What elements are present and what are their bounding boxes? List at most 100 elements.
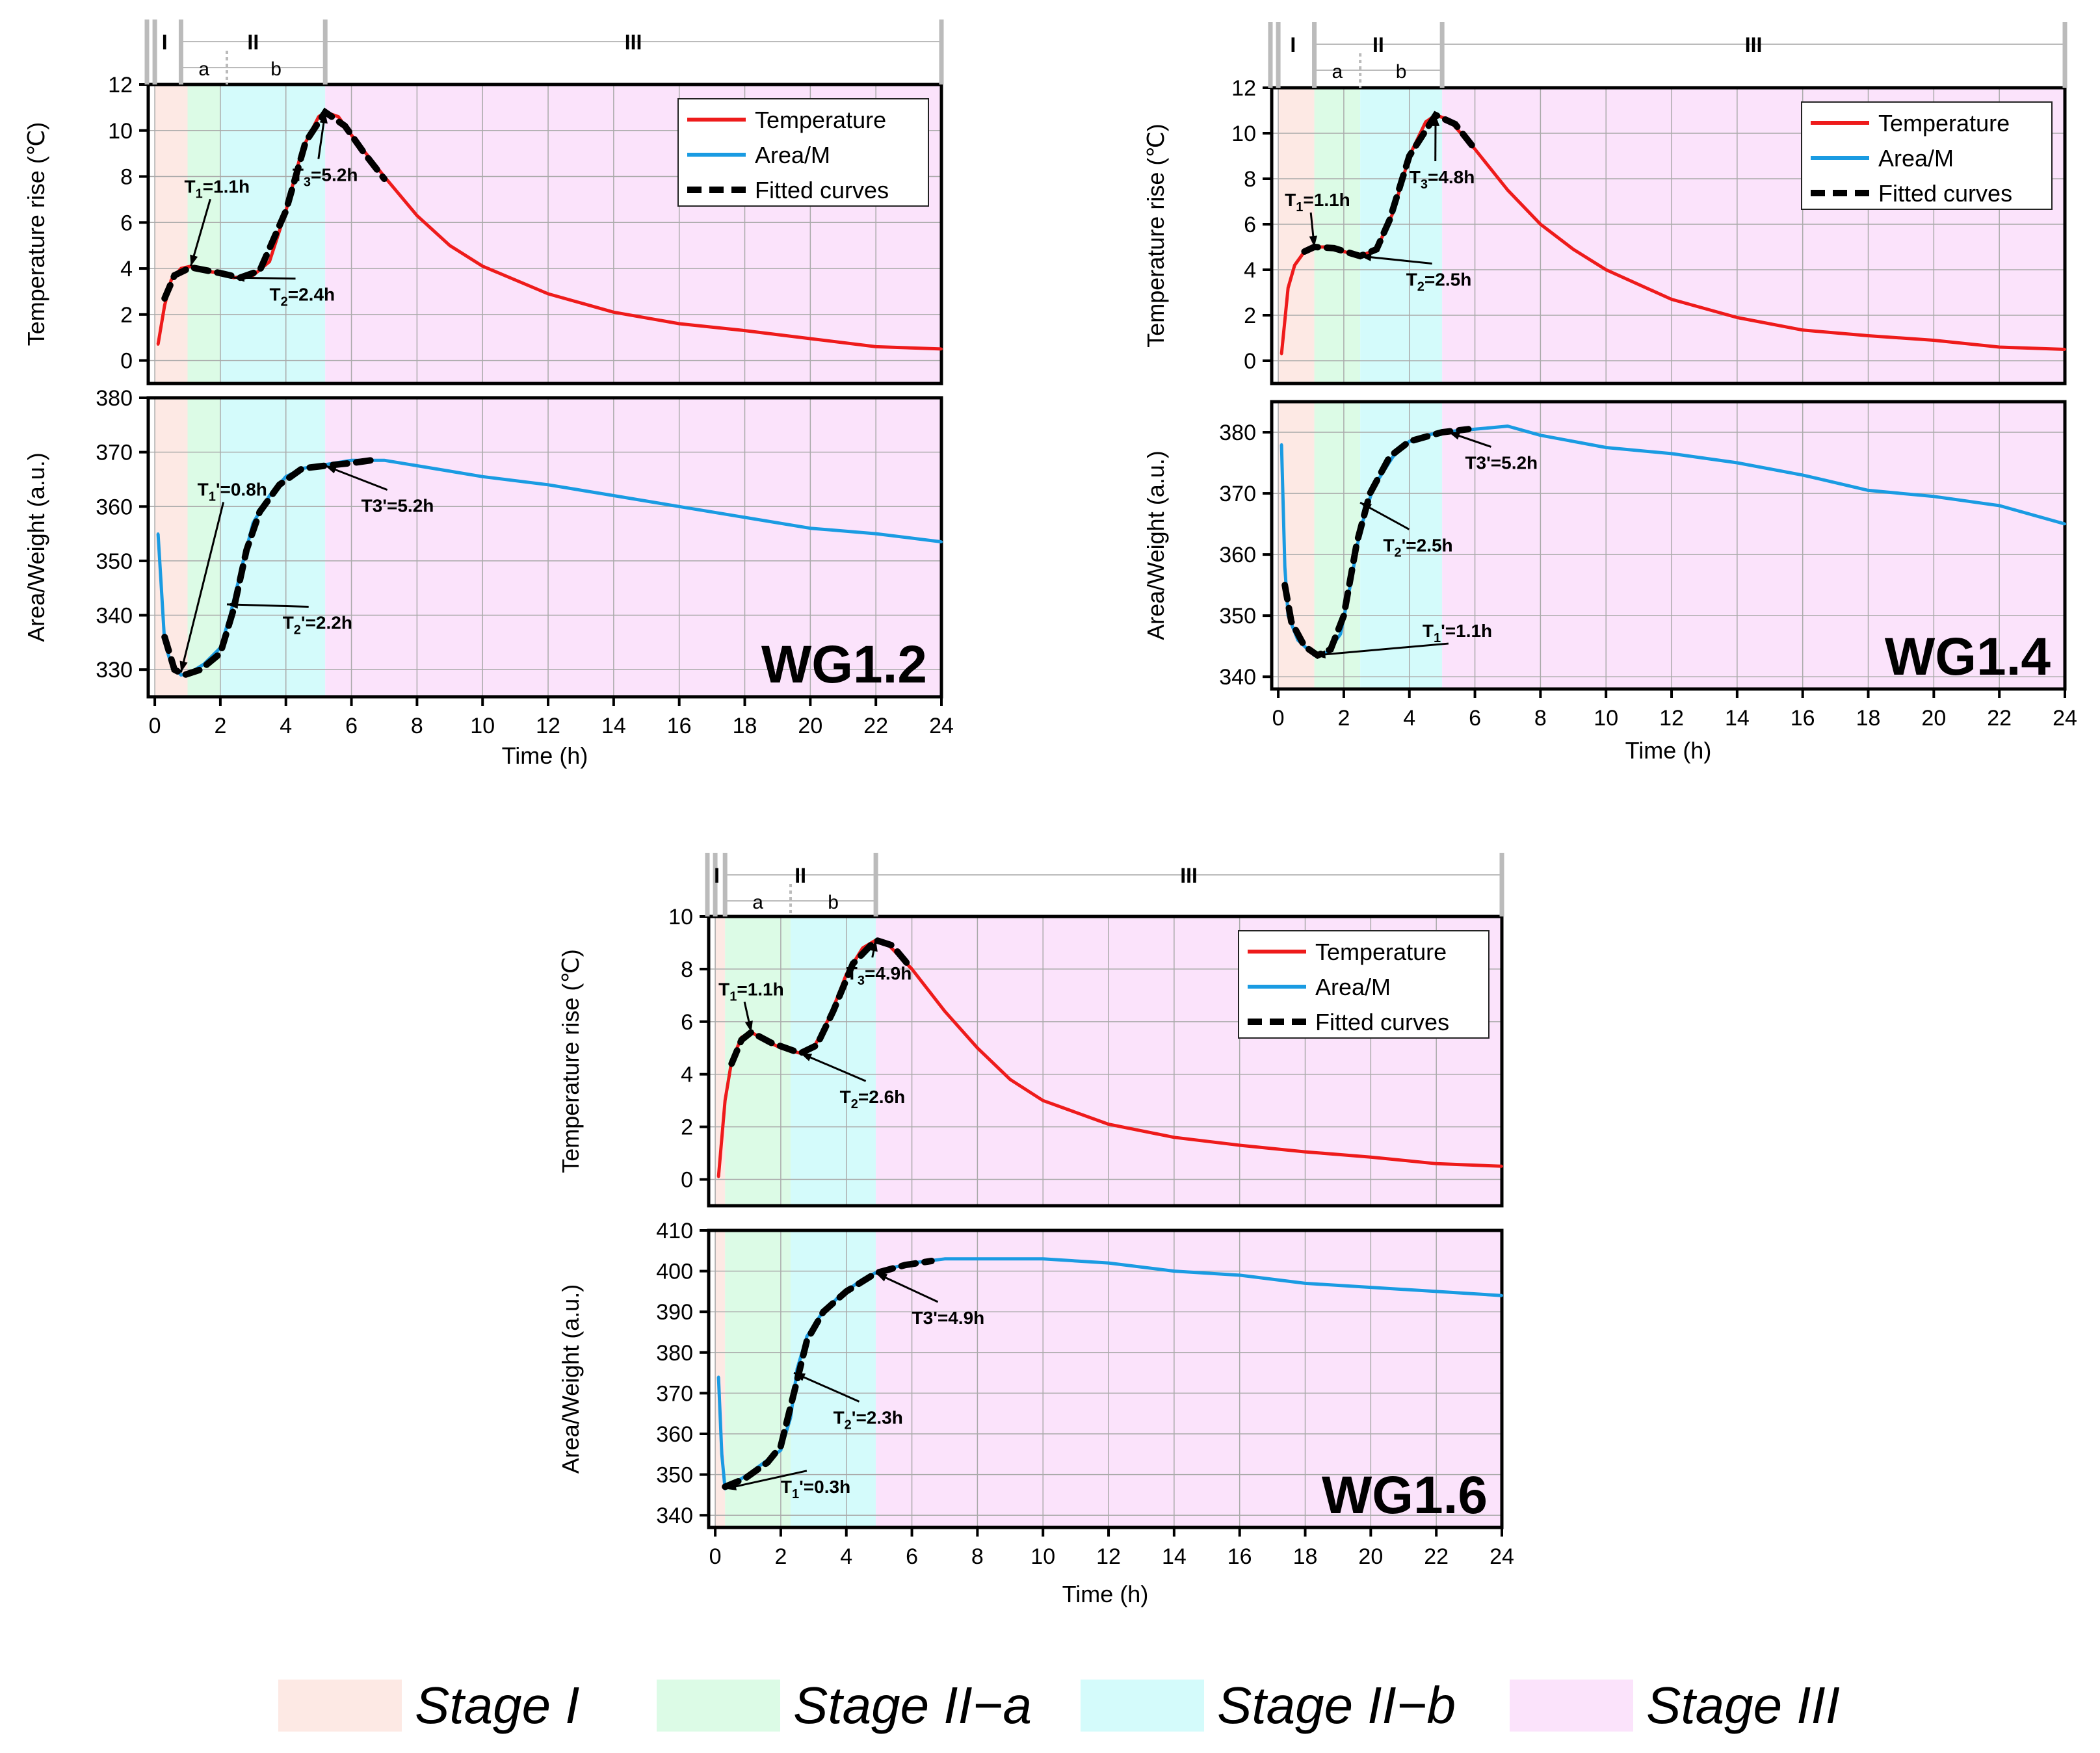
annotation-value: =1.1h [1303, 190, 1350, 210]
x-tick-label: 4 [280, 714, 292, 738]
y-tick-label: 370 [1219, 482, 1256, 506]
annotation-label: T3'=4.9h [912, 1308, 985, 1328]
annotation-symbol: T [1410, 167, 1421, 187]
area-data-point [612, 494, 615, 497]
area-fitted-curve [1281, 426, 1472, 660]
area-data-point [717, 1375, 720, 1379]
temperature-data-point [612, 311, 615, 314]
stage-iia-band [725, 1230, 791, 1527]
temperature-data-point [1107, 1123, 1110, 1126]
y-tick-label: 10 [108, 119, 133, 144]
area-data-point [1539, 434, 1542, 437]
annotation-label: T1=1.1h [184, 176, 250, 201]
temperature-data-point [1304, 1150, 1307, 1154]
area-data-point [179, 673, 183, 677]
temperature-data-point [809, 337, 812, 340]
y-tick-label: 380 [96, 386, 133, 411]
x-tick-label: 0 [1272, 706, 1285, 731]
area-data-point [1172, 1269, 1175, 1273]
y-tick-label: 360 [656, 1422, 693, 1447]
temperature-data-point [677, 322, 681, 325]
annotation-arrowhead [190, 254, 198, 266]
x-tick-label: 24 [1490, 1544, 1514, 1569]
annotation-label: T3'=5.2h [1465, 452, 1538, 473]
x-tick-label: 22 [1424, 1544, 1449, 1569]
y-tick-label: 390 [656, 1300, 693, 1325]
legend-label: Fitted curves [1878, 180, 2012, 207]
stage-ii-header: II [247, 31, 259, 54]
stage-iii-label: Stage III [1646, 1676, 1840, 1734]
x-tick-label: 16 [667, 714, 692, 738]
temperature-fitted-curve [728, 936, 915, 1067]
area-data-point [1283, 565, 1287, 568]
annotation-arrowhead [794, 1373, 806, 1381]
temperature-frame [707, 915, 1504, 1208]
temperature-data-point [547, 292, 550, 295]
temperature-frame [146, 83, 943, 385]
x-tick-label: 18 [1293, 1544, 1318, 1569]
stage-ii-header: II [794, 864, 806, 887]
annotation-arrowhead [1309, 235, 1317, 247]
temperature-data-point [1042, 1099, 1045, 1102]
annotation-symbol: T [1423, 621, 1434, 641]
annotation-value: =2.6h [858, 1087, 905, 1107]
annotation-subscript: 2 [851, 1097, 858, 1111]
temperature-data-point [157, 343, 160, 346]
annotation-value: '=0.8h [216, 480, 267, 500]
x-tick-label: 6 [345, 714, 358, 738]
x-tick-label: 10 [1030, 1544, 1055, 1569]
area-data-point [1304, 1282, 1307, 1285]
y-tick-label: 0 [120, 349, 133, 374]
x-tick-label: 8 [971, 1544, 984, 1569]
annotation-subscript: 1 [792, 1487, 799, 1501]
x-tick-label: 12 [536, 714, 560, 738]
temperature-data-point [743, 329, 746, 332]
y-tick-label: 400 [656, 1260, 693, 1284]
temperature-data-point [1473, 148, 1477, 151]
annotation-label: T3=4.9h [847, 963, 912, 988]
area-data-point [1408, 440, 1411, 443]
y-tick-label: 0 [1244, 349, 1256, 374]
x-tick-label: 16 [1227, 1544, 1252, 1569]
area-data-point [2064, 523, 2066, 526]
temperature-data-point [943, 1009, 946, 1013]
temperature-data-point [1238, 1143, 1241, 1147]
stage-legend: Stage I Stage II−a Stage II−b Stage III [0, 1670, 2100, 1742]
annotation-arrowhead [876, 1273, 888, 1282]
annotation-symbol: T [718, 979, 729, 999]
annotation-label: T3=5.2h [293, 165, 358, 190]
area-data-point [743, 516, 746, 519]
temperature-data-point [268, 260, 271, 263]
y-tick-label: 350 [1219, 604, 1256, 629]
annotation-arrowhead [1314, 650, 1326, 658]
annotation-label: T3=4.8h [1410, 167, 1475, 192]
annotation-value: 3'=4.9h [923, 1308, 985, 1328]
y-tick-label: 410 [656, 1219, 693, 1243]
y-tick-label: 2 [681, 1115, 693, 1140]
area-data-point [1473, 428, 1477, 431]
temperature-data-point [1293, 264, 1296, 266]
temperature-y-axis-label: Temperature rise (℃) [23, 122, 49, 346]
series-legend: Temperature Area/M Fitted curves [1801, 101, 2053, 210]
x-tick-label: 14 [1162, 1544, 1187, 1569]
stage-iii-header: III [625, 31, 642, 54]
x-tick-label: 24 [2053, 706, 2077, 731]
annotation-subscript: 2 [1395, 545, 1402, 560]
stage-i-header: I [1290, 33, 1296, 57]
x-tick-label: 18 [733, 714, 757, 738]
x-tick-label: 22 [863, 714, 888, 738]
temperature-data-point [717, 1175, 720, 1178]
area-data-point [1605, 446, 1608, 449]
y-tick-label: 370 [656, 1381, 693, 1406]
annotation-label: T1=1.1h [1285, 190, 1350, 214]
stage-iib-header: b [1396, 61, 1407, 83]
area-data-point [415, 464, 419, 467]
legend-label: Area/M [1878, 145, 1954, 172]
x-axis-label: Time (h) [502, 742, 588, 769]
annotation-subscript: 2 [1417, 280, 1424, 294]
annotation-arrow [1359, 255, 1432, 265]
annotation-value: =4.8h [1428, 167, 1475, 187]
stage-iia-swatch [657, 1680, 780, 1732]
stage-iia-band [187, 84, 220, 383]
